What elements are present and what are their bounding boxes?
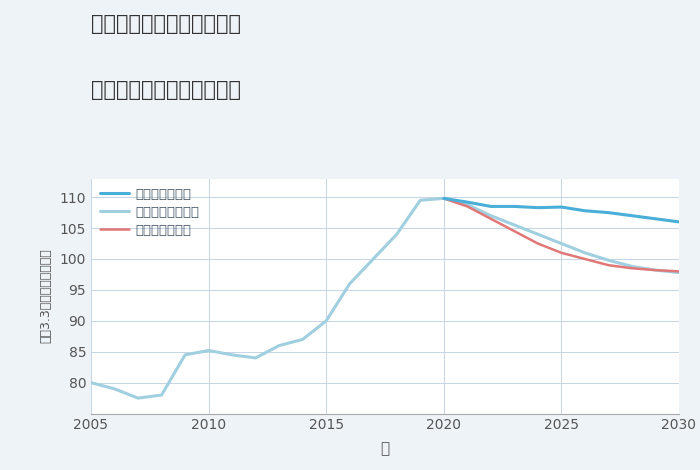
バッドシナリオ (440, 196, 448, 201)
Legend: グッドシナリオ, ノーマルシナリオ, バッドシナリオ: グッドシナリオ, ノーマルシナリオ, バッドシナリオ (97, 185, 202, 240)
バッドシナリオ (628, 266, 636, 271)
Line: ノーマルシナリオ: ノーマルシナリオ (444, 198, 679, 273)
グッドシナリオ (651, 216, 659, 222)
バッドシナリオ (581, 256, 589, 262)
グッドシナリオ (604, 210, 612, 215)
グッドシナリオ (557, 204, 566, 210)
Line: グッドシナリオ: グッドシナリオ (444, 198, 679, 222)
グッドシナリオ (675, 219, 683, 225)
Text: 中古マンションの価格推移: 中古マンションの価格推移 (91, 80, 241, 100)
ノーマルシナリオ (581, 250, 589, 256)
グッドシナリオ (440, 196, 448, 201)
ノーマルシナリオ (557, 241, 566, 246)
Line: バッドシナリオ: バッドシナリオ (444, 198, 679, 271)
X-axis label: 年: 年 (380, 441, 390, 456)
バッドシナリオ (533, 241, 542, 246)
バッドシナリオ (651, 267, 659, 273)
ノーマルシナリオ (440, 196, 448, 201)
Text: 兵庫県姫路市香寺町溝口の: 兵庫県姫路市香寺町溝口の (91, 14, 241, 34)
バッドシナリオ (486, 216, 495, 222)
ノーマルシナリオ (486, 213, 495, 219)
ノーマルシナリオ (651, 267, 659, 273)
ノーマルシナリオ (604, 258, 612, 263)
グッドシナリオ (533, 205, 542, 211)
ノーマルシナリオ (675, 270, 683, 275)
グッドシナリオ (510, 204, 519, 209)
バッドシナリオ (675, 268, 683, 274)
バッドシナリオ (604, 262, 612, 268)
グッドシナリオ (463, 199, 472, 205)
グッドシナリオ (486, 204, 495, 209)
ノーマルシナリオ (533, 231, 542, 237)
グッドシナリオ (581, 208, 589, 213)
バッドシナリオ (557, 250, 566, 256)
バッドシナリオ (463, 204, 472, 209)
ノーマルシナリオ (463, 202, 472, 207)
Y-axis label: 平（3.3㎡）単価（万円）: 平（3.3㎡）単価（万円） (40, 249, 52, 344)
グッドシナリオ (628, 213, 636, 219)
ノーマルシナリオ (510, 222, 519, 228)
バッドシナリオ (510, 228, 519, 234)
ノーマルシナリオ (628, 264, 636, 269)
